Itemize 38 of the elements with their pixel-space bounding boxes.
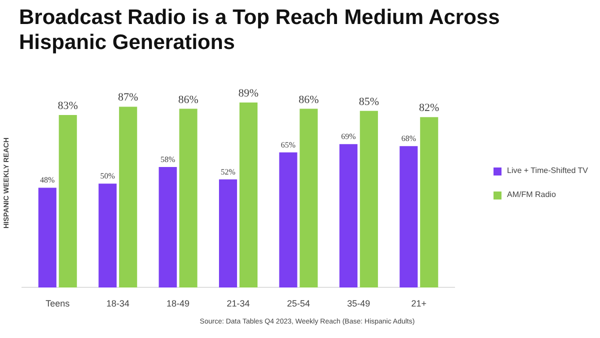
data-label: 69% [341, 132, 356, 142]
data-label: 48% [40, 176, 56, 185]
bar [300, 108, 318, 288]
bar [119, 106, 138, 288]
bar [279, 152, 298, 288]
data-label: 50% [100, 172, 116, 181]
x-tick-label: Teens [46, 298, 70, 308]
data-label: 82% [419, 102, 440, 114]
bar [239, 102, 258, 288]
data-label: 65% [280, 140, 296, 150]
data-label: 58% [160, 154, 176, 164]
bar [38, 188, 56, 288]
legend-label: AM/FM Radio [507, 190, 556, 199]
bar [98, 184, 117, 288]
x-tick-label: 21+ [411, 298, 427, 308]
data-label: 89% [238, 88, 259, 100]
chart-title: Broadcast Radio is a Top Reach Medium Across Hispanic Generations [19, 5, 501, 56]
x-tick-label: 18-49 [166, 298, 190, 308]
data-label: 83% [58, 100, 78, 112]
x-tick-label: 25-54 [286, 298, 310, 308]
x-tick-label: 21-34 [226, 298, 250, 308]
x-tick-label: 18-34 [106, 298, 130, 308]
bar [420, 117, 438, 288]
bar [360, 110, 378, 288]
data-label: 68% [401, 134, 416, 144]
data-label: 87% [118, 92, 138, 104]
bar [179, 108, 198, 288]
data-label: 85% [358, 96, 380, 108]
data-label: 86% [178, 94, 198, 106]
bar [339, 144, 358, 288]
bar [58, 115, 77, 288]
bar [218, 179, 238, 288]
bar [158, 166, 177, 288]
data-label: 52% [220, 167, 236, 176]
data-label: 86% [298, 94, 319, 106]
bar [400, 146, 418, 288]
x-tick-label: 35-49 [347, 298, 370, 308]
legend-label: Live + Time-Shifted TV [507, 166, 588, 175]
